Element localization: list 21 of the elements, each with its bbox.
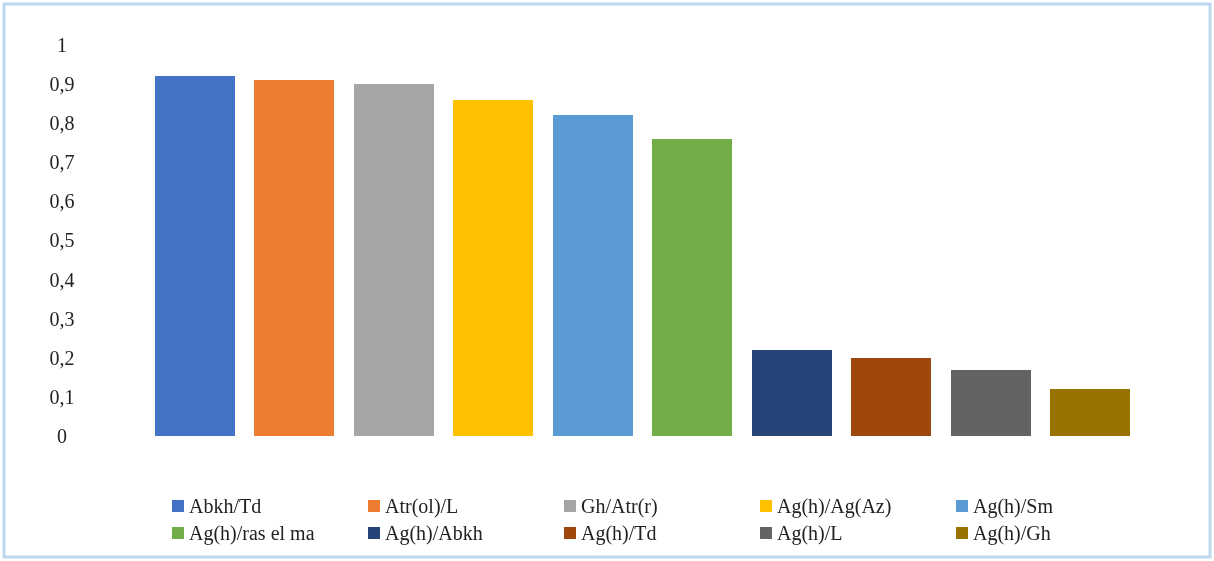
legend-label: Gh/Atr(r)	[581, 495, 658, 518]
legend-label: Ag(h)/Abkh	[385, 522, 483, 545]
legend-label: Ag(h)/Ag(Az)	[777, 495, 892, 518]
y-tick-label: 0,8	[49, 112, 75, 135]
y-tick-label: 1	[57, 33, 67, 56]
y-tick-label: 0,5	[49, 229, 75, 252]
y-tick-label: 0,7	[49, 151, 75, 174]
y-tick-label: 0,6	[49, 190, 75, 213]
legend-label: Ag(h)/Gh	[973, 522, 1051, 545]
legend-label: Ag(h)/ras el ma	[189, 522, 315, 545]
y-tick-label: 0	[57, 424, 67, 447]
y-tick-label: 0,9	[49, 73, 75, 95]
y-tick-label: 0,2	[49, 346, 75, 369]
legend-label: Ag(h)/Sm	[973, 495, 1054, 518]
y-tick-label: 0,4	[49, 268, 75, 291]
y-tick-label: 0,3	[49, 307, 75, 330]
legend-label: Abkh/Td	[189, 495, 262, 517]
legend-label: Atr(ol)/L	[385, 495, 459, 518]
legend-label: Ag(h)/L	[777, 522, 843, 545]
y-tick-label: 0,1	[49, 385, 75, 408]
legend-label: Ag(h)/Td	[581, 522, 657, 545]
